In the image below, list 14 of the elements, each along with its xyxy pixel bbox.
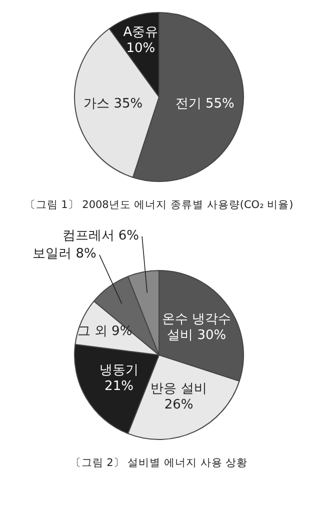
data-label: 26% (164, 397, 194, 412)
slice-label: 가스 35% (84, 96, 143, 112)
slice-label: 컴프레서 6% (62, 228, 140, 244)
slice-label: 그 외 9% (77, 324, 132, 339)
slice-label: A중유 (123, 25, 158, 40)
data-label: 21% (104, 379, 134, 394)
slice-label: 온수 냉각수 설비 30% (162, 312, 232, 344)
slice-label: 냉동기 (99, 363, 138, 378)
slice-label: 반응 설비 (150, 381, 207, 396)
text: 〔그림 2〕 설비별 에너지 사용 상황 (69, 456, 249, 470)
data-label: 10% (126, 41, 156, 56)
text: 〔그림 1〕 2008년도 에너지 종류별 사용량(CO₂ 비율) (24, 198, 294, 212)
slice-label: 보일러 8% (32, 246, 96, 262)
slice-label: 전기 55% (175, 96, 234, 112)
